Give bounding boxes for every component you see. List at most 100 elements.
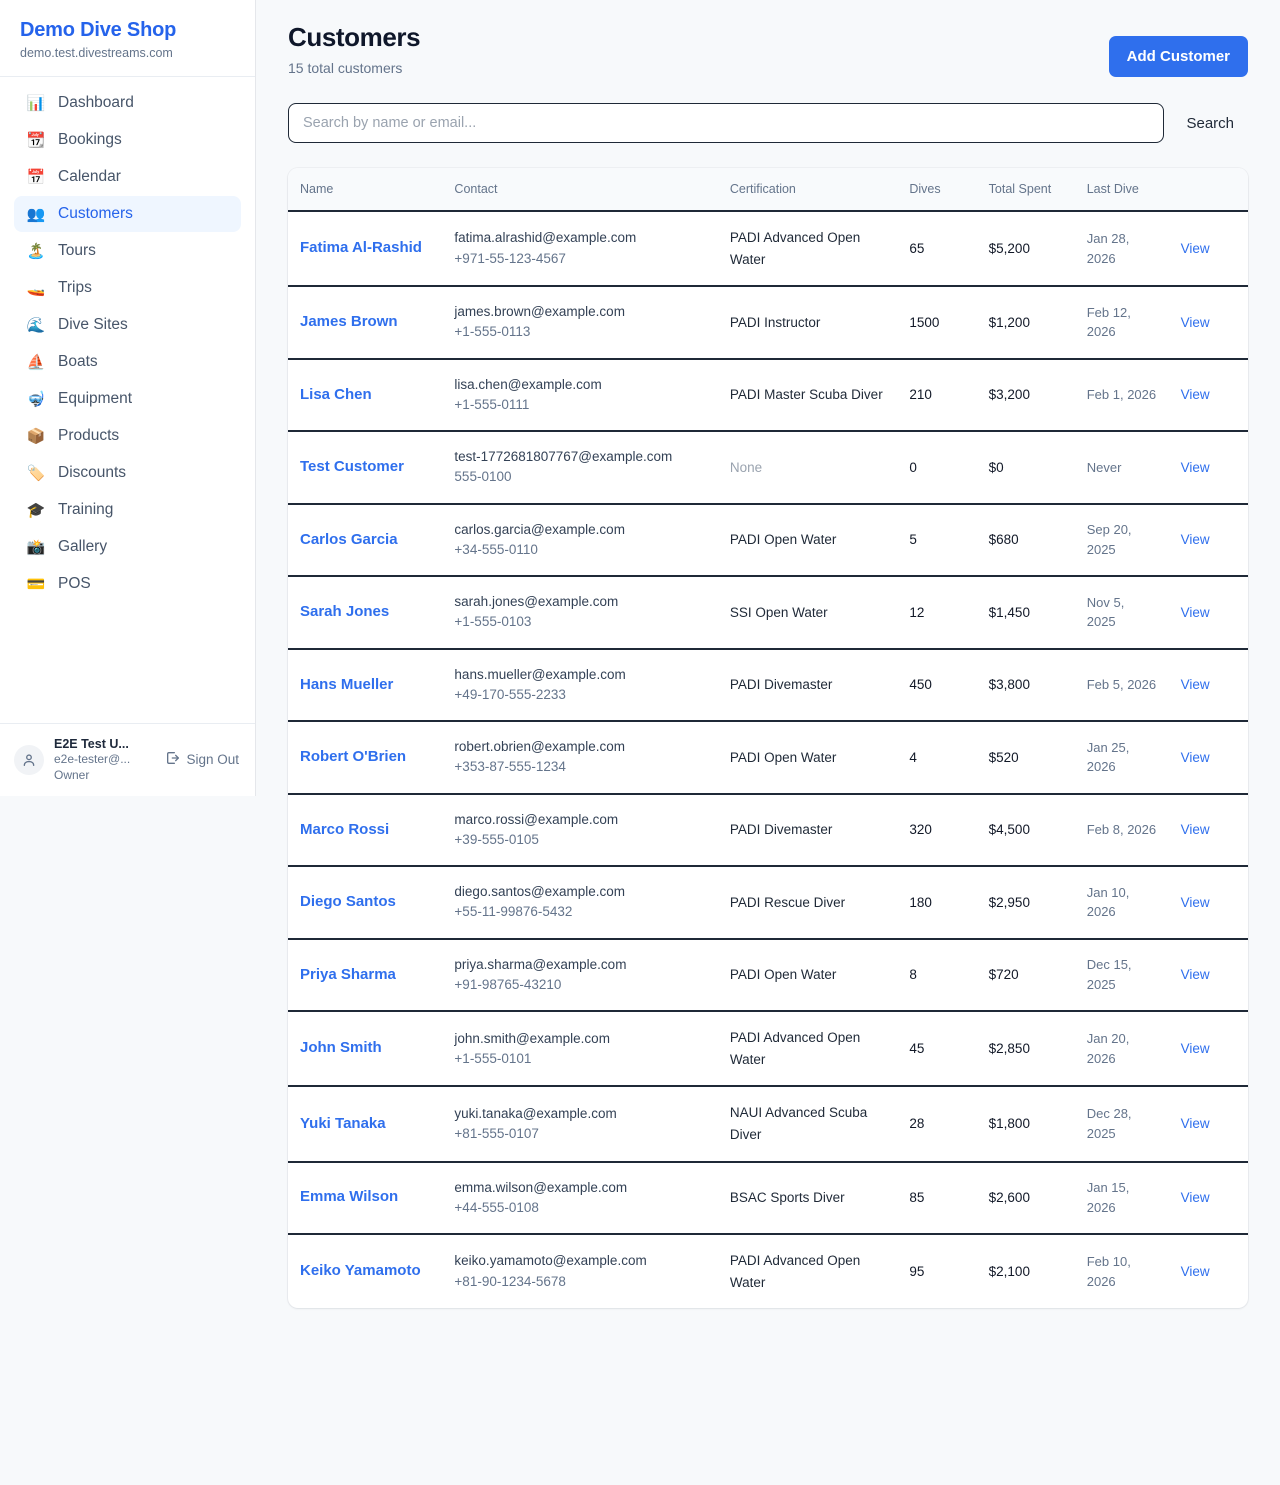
sidebar-item-boats[interactable]: ⛵ Boats [14,344,241,380]
customer-name-link[interactable]: Yuki Tanaka [300,1114,386,1132]
view-customer-link[interactable]: View [1180,967,1210,983]
calendar-date-icon: 📆 [26,131,46,149]
avatar [14,744,44,775]
add-customer-button[interactable]: Add Customer [1108,36,1248,77]
customer-email: test-1772681807767@example.com [454,449,673,465]
customer-name-link[interactable]: Robert O'Brien [300,748,407,766]
view-customer-link[interactable]: View [1180,749,1210,765]
customer-dives: 210 [909,387,932,403]
column-header-dives[interactable]: Dives [897,168,977,212]
cell-actions: View [1168,1161,1248,1236]
cell-name: Hans Mueller [288,648,443,723]
table-row: Keiko Yamamoto keiko.yamamoto@example.com… [288,1234,1248,1308]
sidebar-item-customers[interactable]: 👥 Customers [14,196,241,232]
view-customer-link[interactable]: View [1180,314,1210,330]
search-input[interactable] [288,103,1165,143]
customer-certification: PADI Open Water [729,749,837,765]
search-button[interactable]: Search [1172,107,1248,140]
customer-name-link[interactable]: Hans Mueller [300,675,394,693]
customer-phone: +34-555-0110 [454,541,538,557]
table-row: Hans Mueller hans.mueller@example.com +49-… [288,648,1248,723]
customer-name-link[interactable]: Marco Rossi [300,820,390,838]
customer-total-spent: $720 [988,967,1019,983]
sidebar-item-bookings[interactable]: 📆 Bookings [14,122,241,158]
customer-certification: PADI Rescue Diver [729,894,846,910]
cell-certification: PADI Instructor [717,286,898,360]
sidebar-item-label: Calendar [58,168,121,185]
sidebar-item-pos[interactable]: 💳 POS [14,566,241,602]
sidebar-item-training[interactable]: 🎓 Training [14,492,241,528]
sidebar-item-label: Products [58,427,120,444]
sidebar-item-label: Gallery [58,538,108,555]
view-customer-link[interactable]: View [1180,532,1210,548]
customer-dives: 180 [909,894,932,910]
customer-phone: 555-0100 [454,469,512,485]
customer-name-link[interactable]: Test Customer [300,458,404,476]
view-customer-link[interactable]: View [1180,1190,1210,1206]
user-meta: E2E Test U... e2e-tester@... Owner [54,736,130,784]
customer-name-link[interactable]: Lisa Chen [300,385,372,403]
customer-phone: +55-11-99876-5432 [454,904,573,920]
sidebar-item-trips[interactable]: 🚤 Trips [14,270,241,306]
view-customer-link[interactable]: View [1180,604,1210,620]
column-header-name[interactable]: Name [288,168,443,212]
sidebar-item-gallery[interactable]: 📸 Gallery [14,529,241,565]
view-customer-link[interactable]: View [1180,387,1210,403]
cell-name: Emma Wilson [288,1161,443,1236]
customer-total-spent: $2,600 [988,1190,1030,1206]
table-head: Name Contact Certification Dives Total S… [288,168,1248,212]
user-role: Owner [54,768,90,783]
customer-dives: 12 [909,604,925,620]
customer-name-link[interactable]: Emma Wilson [300,1188,399,1206]
customer-name-link[interactable]: Fatima Al-Rashid [300,239,422,257]
customer-name-link[interactable]: Sarah Jones [300,603,390,621]
customer-name-link[interactable]: Keiko Yamamoto [300,1262,421,1280]
view-customer-link[interactable]: View [1180,677,1210,693]
sidebar-item-label: Bookings [58,131,122,148]
view-customer-link[interactable]: View [1180,459,1210,475]
cell-contact: lisa.chen@example.com +1-555-0111 [442,358,718,433]
column-header-last-dive[interactable]: Last Dive [1074,168,1169,212]
table-row: Sarah Jones sarah.jones@example.com +1-555… [288,576,1248,650]
sidebar-item-dashboard[interactable]: 📊 Dashboard [14,85,241,121]
customer-name-link[interactable]: James Brown [300,313,398,331]
column-header-contact[interactable]: Contact [442,168,718,212]
customer-certification: PADI Divemaster [729,822,833,838]
sidebar-item-products[interactable]: 📦 Products [14,418,241,454]
sidebar-item-tours[interactable]: 🏝️ Tours [14,233,241,269]
cell-name: James Brown [288,286,443,360]
view-customer-link[interactable]: View [1180,1041,1210,1057]
customer-total-spent: $2,100 [988,1264,1030,1280]
sidebar-item-equipment[interactable]: 🤿 Equipment [14,381,241,417]
customer-last-dive: Feb 1, 2026 [1086,387,1157,403]
cell-contact: robert.obrien@example.com +353-87-555-123… [442,721,718,795]
cell-name: Carlos Garcia [288,503,443,578]
sign-out-icon [165,750,181,769]
sign-out-button[interactable]: Sign Out [165,750,241,769]
sidebar-item-calendar[interactable]: 📅 Calendar [14,159,241,195]
customer-certification: PADI Open Water [729,532,837,548]
view-customer-link[interactable]: View [1180,241,1210,257]
cell-contact: test-1772681807767@example.com 555-0100 [442,431,718,505]
customer-last-dive: Jan 25, 2026 [1086,739,1130,775]
sidebar-item-dive-sites[interactable]: 🌊 Dive Sites [14,307,241,343]
view-customer-link[interactable]: View [1180,822,1210,838]
column-header-certification[interactable]: Certification [717,168,898,212]
customer-name-link[interactable]: Priya Sharma [300,965,396,983]
view-customer-link[interactable]: View [1180,894,1210,910]
page-title: Customers [288,22,421,52]
customer-name-link[interactable]: John Smith [300,1039,382,1057]
cell-name: Marco Rossi [288,793,443,868]
customer-name-link[interactable]: Carlos Garcia [300,530,398,548]
cell-last-dive: Feb 8, 2026 [1074,793,1169,868]
customer-name-link[interactable]: Diego Santos [300,893,396,911]
customer-total-spent: $1,450 [988,604,1030,620]
diving-mask-icon: 🤿 [26,390,46,408]
sidebar-item-discounts[interactable]: 🏷️ Discounts [14,455,241,491]
column-header-total-spent[interactable]: Total Spent [976,168,1075,212]
view-customer-link[interactable]: View [1180,1116,1210,1132]
table-row: Lisa Chen lisa.chen@example.com +1-555-011… [288,358,1248,433]
customer-total-spent: $520 [988,749,1019,765]
view-customer-link[interactable]: View [1180,1264,1210,1280]
cell-dives: 85 [897,1161,977,1236]
